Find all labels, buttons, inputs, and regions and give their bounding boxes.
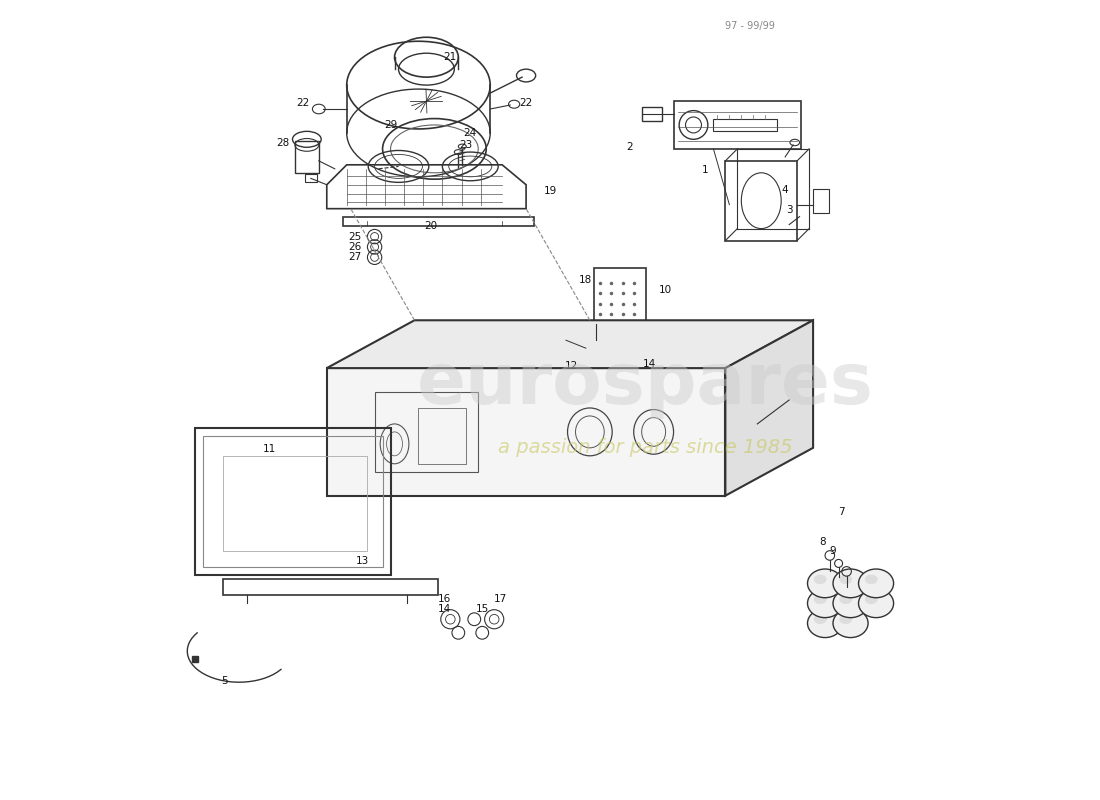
Bar [295,141,319,173]
Text: 14: 14 [438,604,451,614]
Text: 12: 12 [565,361,579,370]
Text: eurospares: eurospares [417,350,874,418]
Bar [594,269,646,328]
Bar [343,217,535,226]
Text: 9: 9 [829,546,836,557]
Text: 11: 11 [263,445,276,454]
Bar [725,400,757,448]
Polygon shape [725,320,813,496]
Ellipse shape [833,589,868,618]
Text: 7: 7 [838,506,845,517]
Ellipse shape [858,569,893,598]
Ellipse shape [807,589,843,618]
Ellipse shape [807,609,843,638]
Text: 17: 17 [494,594,507,604]
Text: 28: 28 [276,138,289,148]
Bar [714,119,778,131]
Text: 2: 2 [626,142,632,152]
Text: 27: 27 [348,252,361,262]
Bar [586,340,606,356]
Polygon shape [327,320,813,368]
Ellipse shape [814,594,826,604]
Bar [204,436,383,567]
Bar [813,189,829,213]
Text: 29: 29 [384,120,397,130]
Text: 10: 10 [659,285,672,295]
Text: 18: 18 [580,275,593,286]
Text: 16: 16 [438,594,451,604]
Text: 3: 3 [785,206,792,215]
Bar [306,174,317,182]
Text: 13: 13 [356,556,370,566]
Text: 97 - 99/99: 97 - 99/99 [725,22,775,31]
Ellipse shape [814,614,826,624]
Text: 24: 24 [464,128,477,138]
Text: 15: 15 [475,604,488,614]
Text: 5: 5 [221,676,228,686]
Ellipse shape [858,589,893,618]
Ellipse shape [814,574,826,584]
Text: 19: 19 [543,186,557,196]
Text: 4: 4 [782,186,789,195]
Text: a passion for parts since 1985: a passion for parts since 1985 [498,438,793,458]
Text: 8: 8 [820,537,826,547]
Bar [223,456,366,551]
Polygon shape [327,368,725,496]
Ellipse shape [833,569,868,598]
Ellipse shape [624,349,644,362]
Bar [418,408,466,464]
Ellipse shape [839,594,853,604]
Ellipse shape [839,614,853,624]
Bar [223,579,439,595]
Text: 22: 22 [519,98,532,108]
Ellipse shape [865,594,878,604]
Ellipse shape [807,569,843,598]
Bar [375,392,478,472]
Text: 14: 14 [644,359,657,369]
Ellipse shape [839,574,853,584]
Text: 21: 21 [443,52,456,62]
Text: 25: 25 [348,231,361,242]
Text: 1: 1 [702,166,708,175]
Text: 20: 20 [424,222,437,231]
Ellipse shape [833,609,868,638]
Text: 23: 23 [460,140,473,150]
Bar [641,106,661,121]
Bar [195,428,390,575]
Text: 26: 26 [348,242,361,252]
Bar [673,101,801,149]
Ellipse shape [865,574,878,584]
Text: 22: 22 [296,98,309,108]
